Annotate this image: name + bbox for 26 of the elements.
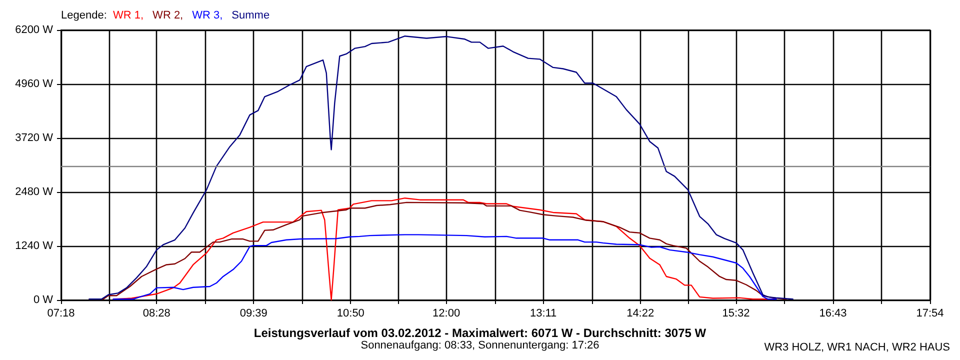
x-tick-label: 08:28 (142, 308, 170, 320)
x-tick-label: 15:32 (722, 308, 750, 320)
x-tick-label: 17:54 (916, 308, 944, 320)
legend-title: Legende: (61, 10, 107, 22)
text: WR3 HOLZ, WR1 NACH, WR2 HAUS (764, 342, 950, 354)
x-tick-label: 12:00 (432, 308, 460, 320)
text: WR 2, (152, 10, 184, 22)
x-tick-label: 10:50 (336, 308, 364, 320)
x-tick-label: 14:22 (626, 308, 654, 320)
text: Summe (232, 10, 270, 22)
text: Leistungsverlauf vom 03.02.2012 - Maximalwert: 6071 W - Durchschnitt: 3075 W (254, 326, 707, 340)
y-tick-label: 2480 W (15, 186, 54, 198)
x-tick-label: 07:18 (47, 308, 75, 320)
x-tick-label: 09:39 (240, 308, 268, 320)
x-tick-label: 16:43 (819, 308, 847, 320)
text: WR 1, (113, 10, 144, 22)
y-tick-label: 6200 W (15, 24, 54, 36)
y-tick-label: 4960 W (15, 78, 54, 90)
x-tick-label: 13:11 (530, 308, 557, 320)
line-series (88, 35, 794, 300)
text: WR 3, (192, 10, 223, 22)
y-tick-label: 3720 W (15, 132, 54, 144)
y-tick-label: 0 W (33, 294, 54, 306)
y-tick-label: 1240 W (15, 240, 54, 252)
line-series (112, 234, 777, 300)
text: Sonnenaufgang: 08:33, Sonnenuntergang: 17:26 (360, 340, 600, 352)
